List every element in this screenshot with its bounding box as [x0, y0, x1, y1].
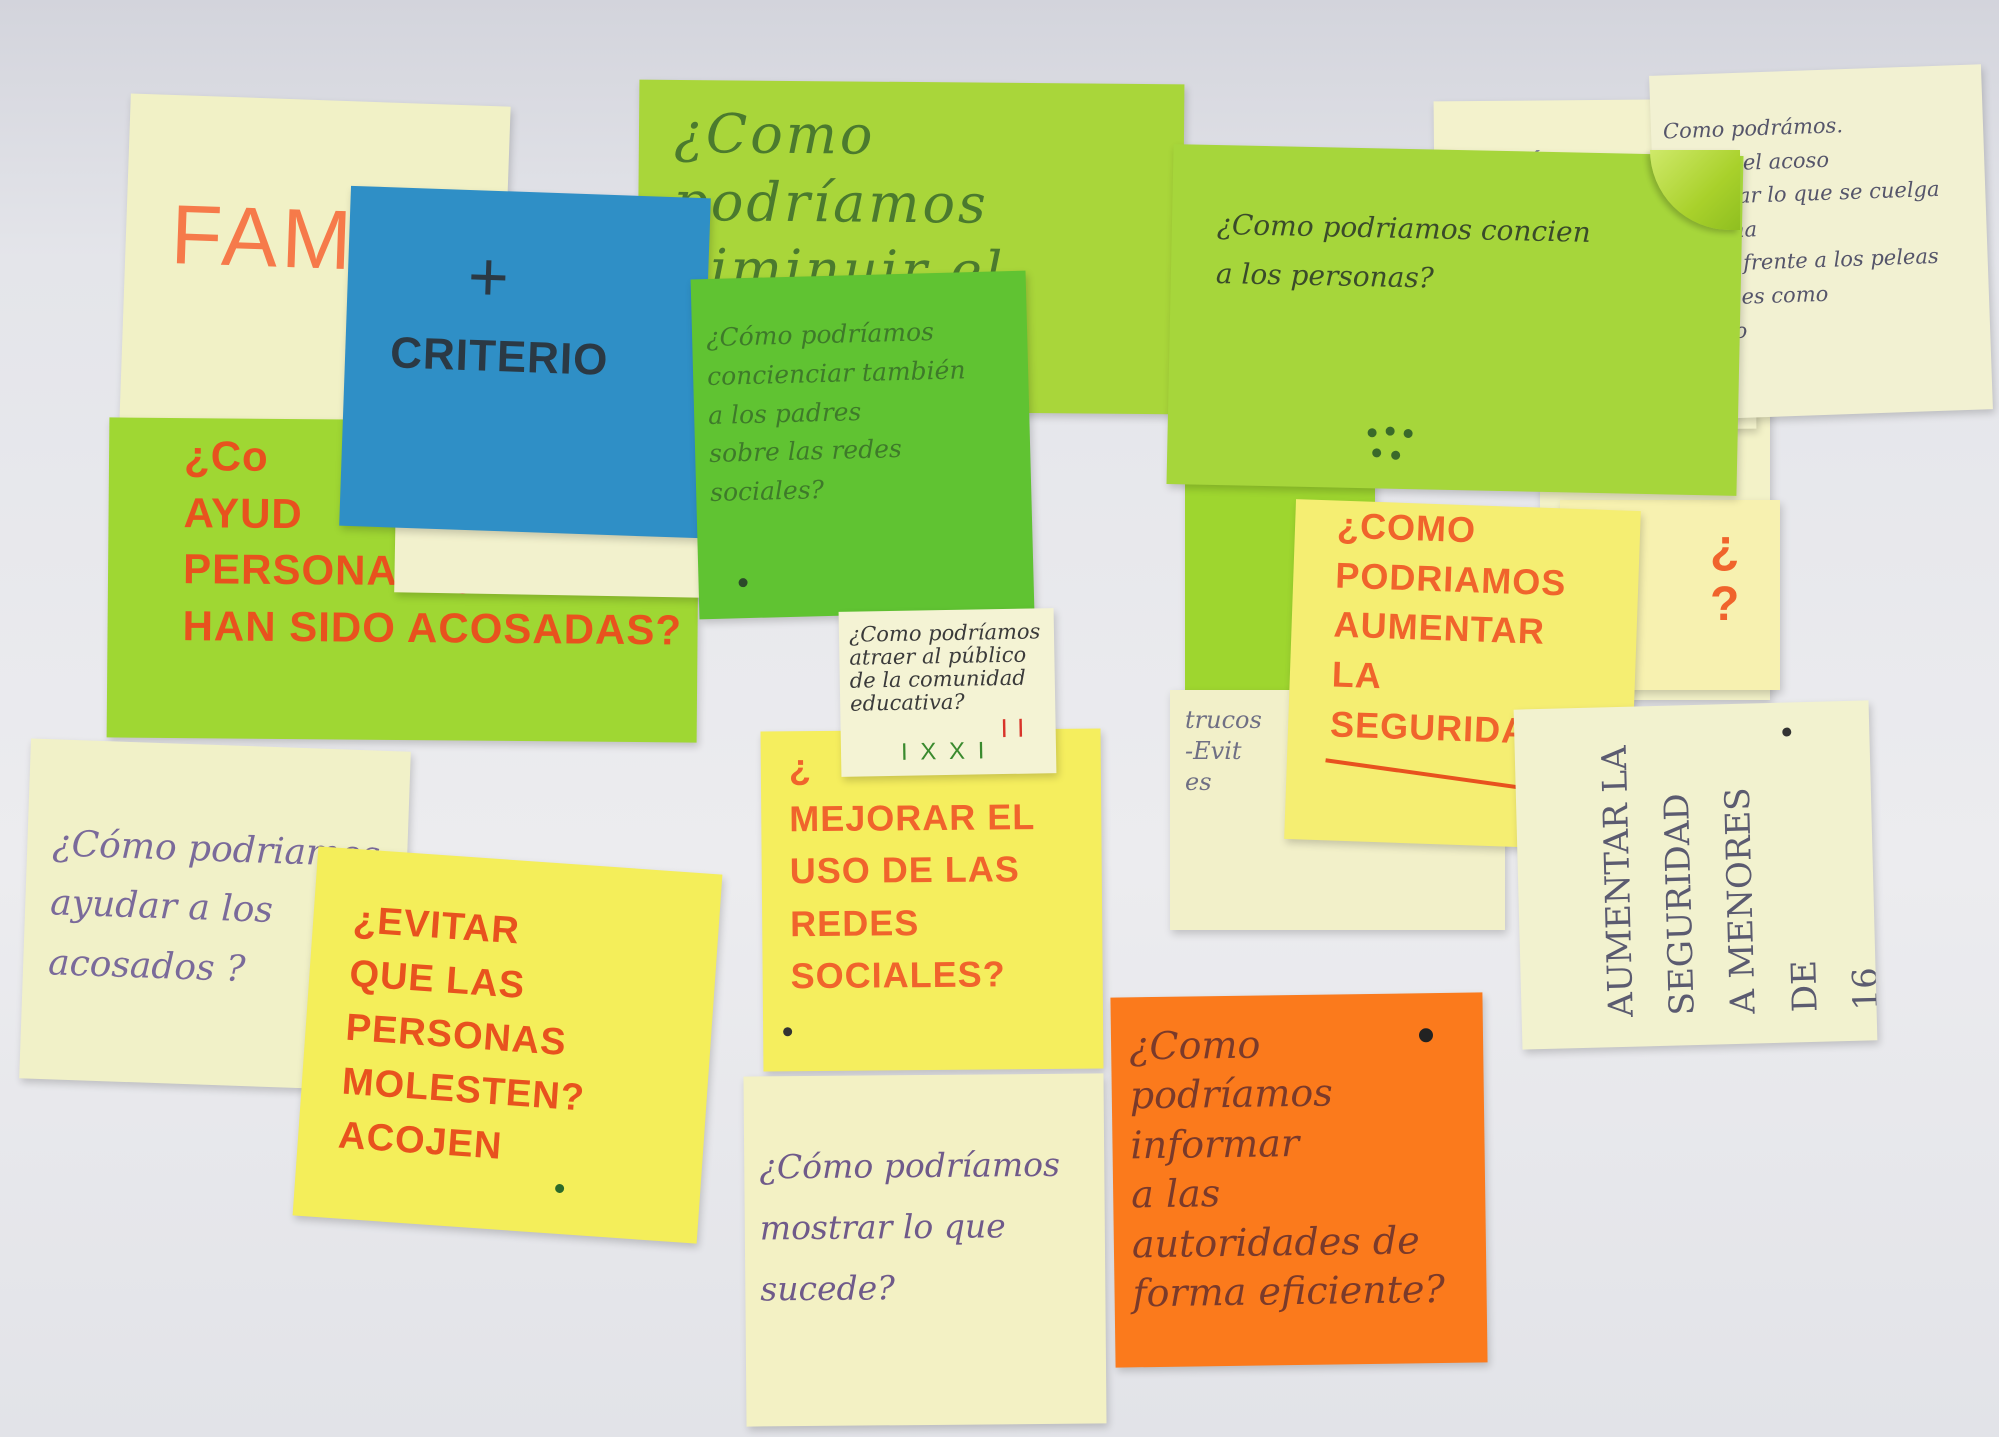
note-text: CRITERIO — [389, 328, 610, 385]
note-text: ¿Cómo podríamos mostrar lo que sucede? — [759, 1144, 1061, 1309]
vote-marks: I X X I — [900, 737, 988, 766]
ink-dot — [554, 1183, 565, 1194]
ink-dot — [738, 578, 748, 588]
note-text: ¿EVITAR QUE LAS PERSONAS MOLESTEN? ACOJE… — [336, 898, 587, 1168]
ink-dot — [1372, 448, 1382, 458]
note-text: AUMENTAR LA SEGURIDAD A MENORES DE 16 — [1594, 745, 1878, 1018]
ink-dot — [1391, 450, 1401, 460]
sticky-note-informar: ¿Como podríamos informar a las autoridad… — [1110, 992, 1488, 1368]
vote-marks-red: I I — [1000, 712, 1026, 744]
note-text: trucos -Evit es — [1185, 706, 1262, 797]
ink-dot — [1418, 1028, 1434, 1043]
note-text: ¿ ? — [1710, 521, 1741, 631]
ink-dot — [1367, 428, 1377, 438]
sticky-note-mostrar: ¿Cómo podríamos mostrar lo que sucede? — [743, 1073, 1107, 1427]
sticky-note-mejorar-uso: ¿ MEJORAR EL USO DE LAS REDES SOCIALES? — [760, 728, 1104, 1072]
note-text: ¿Cómo podríamos concienciar también a lo… — [705, 317, 966, 507]
criterio-plus: + — [466, 236, 512, 317]
ink-dot — [1385, 426, 1395, 436]
sticky-note-atraer-publico: ¿Como podríamos atraer al público de la … — [838, 608, 1057, 777]
note-text: ¿Como podríamos atraer al público de la … — [848, 619, 1041, 716]
note-text: ¿Como podríamos informar a las autoridad… — [1128, 1022, 1446, 1316]
sticky-note-criterio: + CRITERIO — [339, 185, 711, 539]
sticky-note-evitar-molesten: ¿EVITAR QUE LAS PERSONAS MOLESTEN? ACOJE… — [292, 846, 723, 1244]
ink-dot — [1403, 428, 1413, 439]
sticky-note-concienciar-personas: ¿Como podriamos concien a los personas? — [1166, 144, 1744, 496]
ink-dot — [783, 1027, 793, 1037]
note-text: ¿ MEJORAR EL USO DE LAS REDES SOCIALES? — [788, 746, 1036, 996]
sticky-note-concienciar-padres: ¿Cómo podríamos concienciar también a lo… — [690, 270, 1035, 620]
sticky-note-aumentar-menores: AUMENTAR LA SEGURIDAD A MENORES DE 16 — [1513, 700, 1878, 1050]
note-text: ¿Como podriamos concien a los personas? — [1215, 207, 1592, 295]
